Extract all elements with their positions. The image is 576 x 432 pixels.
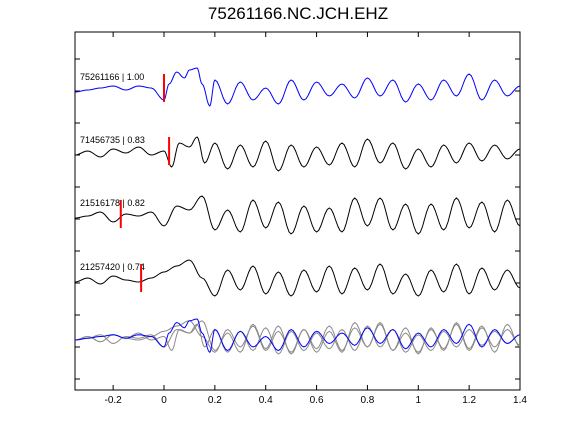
stack-trace-line — [74, 318, 521, 354]
stack-trace-line — [74, 323, 521, 355]
trace-line — [74, 67, 521, 107]
x-tick-label: 1 — [416, 395, 422, 406]
trace-label: 21257420 | 0.74 — [80, 262, 145, 272]
x-tick-label: 0 — [161, 395, 167, 406]
trace-line — [74, 195, 521, 235]
trace-line — [74, 136, 521, 172]
x-tick-label: 0.4 — [259, 395, 273, 406]
axes-frame — [74, 31, 521, 391]
trace-line — [74, 259, 521, 297]
x-tick-label: 0.8 — [360, 395, 374, 406]
x-tick-label: 1.4 — [513, 395, 527, 406]
trace-label: 71456735 | 0.83 — [80, 135, 145, 145]
x-tick-label: 1.2 — [462, 395, 476, 406]
x-tick-label: -0.2 — [105, 395, 123, 406]
trace-label: 21516178 | 0.82 — [80, 198, 145, 208]
x-tick-label: 0.6 — [310, 395, 324, 406]
x-tick-label: 0.2 — [208, 395, 222, 406]
stack-trace-line — [74, 320, 521, 353]
trace-label: 75261166 | 1.00 — [80, 72, 144, 82]
chart-title: 75261166.NC.JCH.EHZ — [207, 4, 389, 23]
